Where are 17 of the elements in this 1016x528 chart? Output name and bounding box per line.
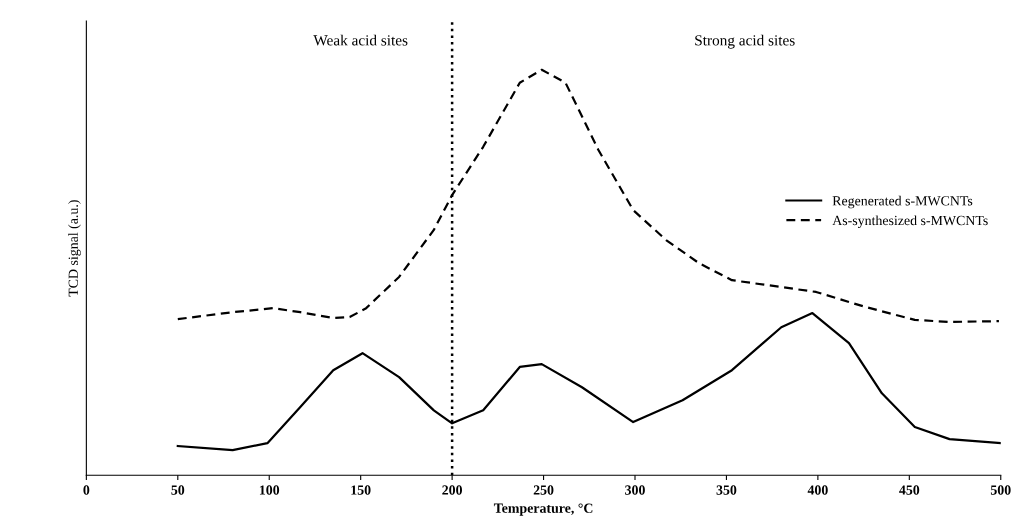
text: Weak acid sites xyxy=(313,34,408,46)
x-tick-label: 400 xyxy=(807,485,828,495)
x-tick-label: 50 xyxy=(171,485,185,495)
legend-label: As-synthesized s-MWCNTs xyxy=(832,215,988,229)
x-tick-label: 200 xyxy=(442,485,463,495)
x-tick-label: 350 xyxy=(716,485,737,495)
x-tick-label: 0 xyxy=(83,485,90,495)
x-tick-label: 250 xyxy=(533,485,554,495)
x-tick-label: 300 xyxy=(625,485,645,495)
text: Strong acid sites xyxy=(695,34,795,49)
x-tick-label: 100 xyxy=(259,485,280,495)
legend-label: Regenerated s-MWCNTs xyxy=(832,195,973,209)
x-tick-label: 150 xyxy=(351,485,371,495)
x-tick-label: 450 xyxy=(899,485,920,495)
y-axis-title: TCD signal (a.u.) xyxy=(68,200,81,297)
x-tick-label: 500 xyxy=(990,485,1011,495)
x-axis-title: Temperature, °C xyxy=(493,503,593,516)
